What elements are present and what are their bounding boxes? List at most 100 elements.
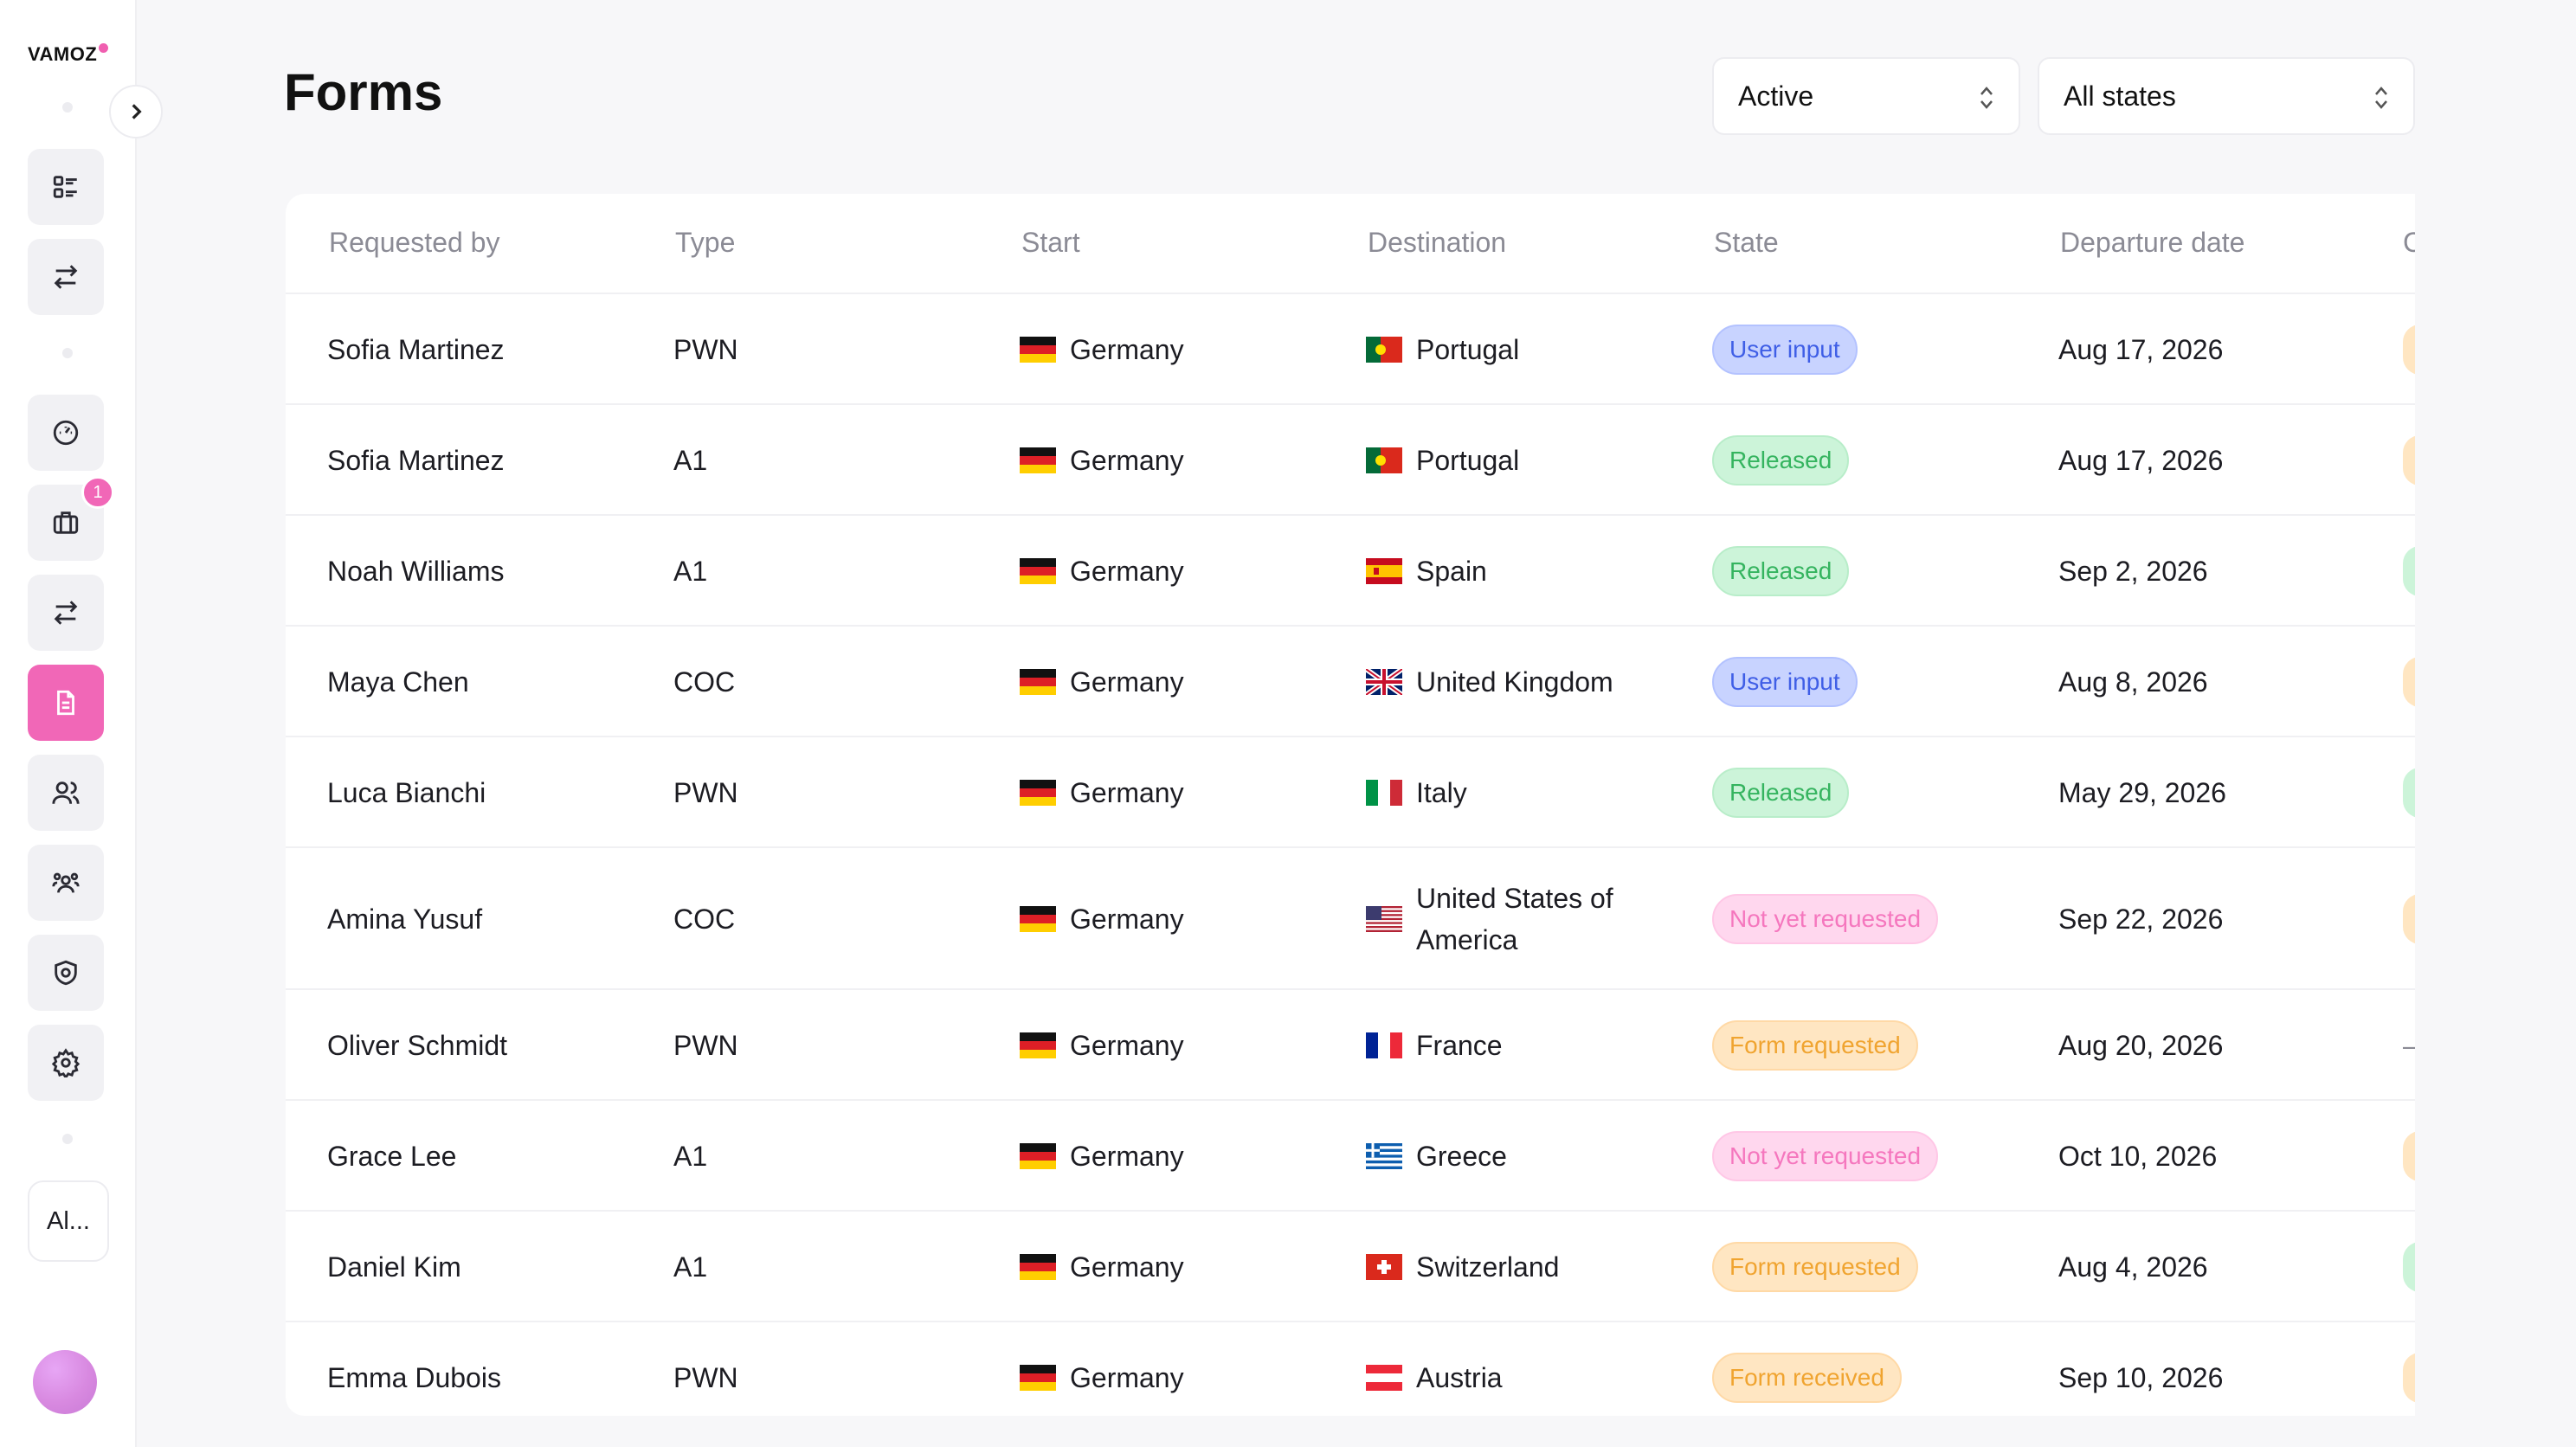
cell-destination: United States of America: [1416, 883, 1613, 955]
flag-it-icon: [1366, 780, 1402, 806]
truncated-badge: [2403, 1242, 2415, 1292]
cell-start: Germany: [1070, 1030, 1184, 1061]
table-header: Requested by Type Start Destination Stat…: [286, 194, 2415, 294]
column-header-type[interactable]: Type: [675, 227, 736, 258]
nav-separator: [62, 102, 73, 113]
flag-de-icon: [1020, 558, 1056, 584]
swap-icon: [54, 265, 78, 289]
cell-destination: France: [1416, 1030, 1503, 1061]
users-icon: [52, 781, 80, 804]
cell-type: PWN: [673, 1362, 738, 1393]
state-badge: User input: [1712, 657, 1858, 707]
flag-de-icon: [1020, 1032, 1056, 1058]
table-row[interactable]: Sofia Martinez PWN Germany Portugal User inp…: [286, 294, 2415, 405]
workspace-switcher[interactable]: Al...: [28, 1180, 109, 1262]
sidebar-item-security[interactable]: [28, 935, 104, 1011]
table-row[interactable]: Maya Chen COC Germany United Kingdom User in…: [286, 627, 2415, 737]
flag-us-icon: [1366, 906, 1402, 932]
flag-de-icon: [1020, 780, 1056, 806]
cell-requested-by: Amina Yusuf: [327, 904, 483, 935]
column-header-destination[interactable]: Destination: [1368, 227, 1507, 258]
column-header-state[interactable]: State: [1714, 227, 1779, 258]
cell-start: Germany: [1070, 777, 1184, 808]
cell-type: PWN: [673, 777, 738, 808]
sidebar-item-dashboard[interactable]: [28, 149, 104, 225]
flag-de-icon: [1020, 1254, 1056, 1280]
suitcase-icon: [53, 511, 79, 534]
cell-start: Germany: [1070, 334, 1184, 365]
sidebar-item-settings[interactable]: [28, 1025, 104, 1101]
sidebar-item-transfers[interactable]: [28, 239, 104, 315]
flag-de-icon: [1020, 906, 1056, 932]
sidebar-toggle-button[interactable]: [109, 85, 163, 138]
state-badge: Not yet requested: [1712, 894, 1939, 944]
flag-de-icon: [1020, 337, 1056, 363]
table-row[interactable]: Daniel Kim A1 Germany Switzerland Form reque…: [286, 1212, 2415, 1322]
list-icon: [53, 176, 77, 198]
state-badge: Form received: [1712, 1353, 1902, 1403]
flag-at-icon: [1366, 1365, 1402, 1391]
cell-type: COC: [673, 666, 736, 698]
cell-start: Germany: [1070, 556, 1184, 587]
cell-destination: Italy: [1416, 777, 1467, 808]
state-badge: Form requested: [1712, 1020, 1918, 1071]
table-row[interactable]: Oliver Schmidt PWN Germany France Form reque…: [286, 990, 2415, 1101]
state-badge: Released: [1712, 546, 1850, 596]
logo: VAMOZ: [28, 43, 98, 65]
sidebar-item-people[interactable]: [28, 755, 104, 831]
select-arrows-icon: [2372, 84, 2391, 112]
cell-type: PWN: [673, 334, 738, 365]
sidebar: VAMOZ 1 Al...: [0, 0, 137, 1447]
cell-start: Germany: [1070, 1141, 1184, 1172]
flag-pt-icon: [1366, 337, 1402, 363]
cell-truncated-empty: –: [2403, 1030, 2415, 1062]
cell-destination: Spain: [1416, 556, 1487, 587]
truncated-badge: [2403, 1353, 2415, 1403]
column-header-requested-by[interactable]: Requested by: [329, 227, 500, 258]
state-filter-value: All states: [2064, 80, 2176, 112]
state-badge: Released: [1712, 435, 1850, 486]
table-row[interactable]: Sofia Martinez A1 Germany Portugal Released A…: [286, 405, 2415, 516]
table-row[interactable]: Luca Bianchi PWN Germany Italy Released May 2…: [286, 737, 2415, 848]
page-title: Forms: [284, 63, 443, 121]
cell-requested-by: Emma Dubois: [327, 1362, 501, 1393]
nav-separator: [62, 348, 73, 358]
gear-icon: [51, 1048, 80, 1077]
column-header-departure-date[interactable]: Departure date: [2060, 227, 2245, 258]
swap-icon: [54, 601, 78, 625]
flag-de-icon: [1020, 1143, 1056, 1169]
table-row[interactable]: Noah Williams A1 Germany Spain Released Sep 2…: [286, 516, 2415, 627]
cell-requested-by: Luca Bianchi: [327, 777, 486, 808]
truncated-badge: [2403, 657, 2415, 707]
cell-departure-date: Sep 22, 2026: [2058, 904, 2224, 935]
notification-badge: 1: [81, 476, 114, 509]
cell-destination: United Kingdom: [1416, 666, 1613, 698]
table-row[interactable]: Emma Dubois PWN Germany Austria Form receive…: [286, 1322, 2415, 1416]
state-filter-select[interactable]: All states: [2038, 57, 2415, 135]
cell-start: Germany: [1070, 666, 1184, 698]
status-filter-select[interactable]: Active: [1712, 57, 2020, 135]
sidebar-item-performance[interactable]: [28, 395, 104, 471]
flag-fr-icon: [1366, 1032, 1402, 1058]
state-badge: Not yet requested: [1712, 1131, 1939, 1181]
column-header-truncated[interactable]: C: [2403, 227, 2415, 258]
cell-departure-date: Oct 10, 2026: [2058, 1141, 2218, 1172]
cell-departure-date: Aug 17, 2026: [2058, 334, 2224, 365]
flag-gb-icon: [1366, 669, 1402, 695]
table-row[interactable]: Grace Lee A1 Germany Greece Not yet requeste…: [286, 1101, 2415, 1212]
sidebar-item-forms[interactable]: [28, 665, 104, 741]
cell-type: COC: [673, 904, 736, 935]
cell-departure-date: Sep 10, 2026: [2058, 1362, 2224, 1393]
state-badge: User input: [1712, 325, 1858, 375]
chevron-right-icon: [132, 104, 142, 119]
avatar[interactable]: [33, 1350, 97, 1414]
shield-icon: [55, 960, 77, 986]
nav-separator: [62, 1134, 73, 1144]
cell-type: A1: [673, 1251, 708, 1283]
sidebar-item-exchange[interactable]: [28, 575, 104, 651]
table-row[interactable]: Amina Yusuf COC Germany United States of Am…: [286, 848, 2415, 990]
column-header-start[interactable]: Start: [1021, 227, 1080, 258]
cell-requested-by: Daniel Kim: [327, 1251, 461, 1283]
cell-start: Germany: [1070, 1251, 1184, 1283]
sidebar-item-teams[interactable]: [28, 845, 104, 921]
